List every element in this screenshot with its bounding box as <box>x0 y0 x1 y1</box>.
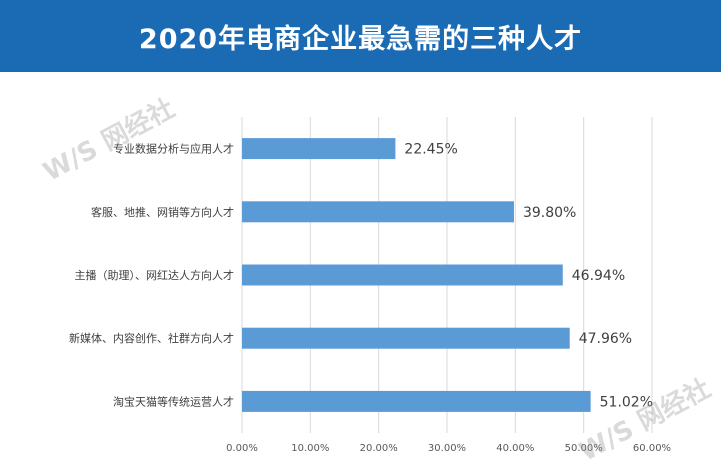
value-label: 47.96% <box>579 331 632 347</box>
bar <box>242 264 563 286</box>
x-tick-label: 0.00% <box>226 443 258 454</box>
category-label: 主播（助理）、网红达人方向人才 <box>75 268 235 282</box>
x-tick-label: 30.00% <box>428 443 466 454</box>
x-tick-label: 60.00% <box>633 443 671 454</box>
chart-title: 2020年电商企业最急需的三种人才 <box>138 23 583 55</box>
title-banner: 2020年电商企业最急需的三种人才 <box>0 0 721 72</box>
category-label: 淘宝天猫等传统运营人才 <box>113 394 234 408</box>
bar <box>242 390 591 412</box>
x-tick-label: 40.00% <box>496 443 534 454</box>
bar <box>242 327 570 349</box>
value-label: 46.94% <box>572 268 625 284</box>
category-label: 客服、地推、网销等方向人才 <box>91 205 234 219</box>
category-label: 新媒体、内容创作、社群方向人才 <box>69 331 234 345</box>
bar <box>242 201 514 223</box>
bar-chart: 0.00% 10.00% 20.00% 30.00% 40.00% 50.00% 60.00… <box>69 117 671 454</box>
x-tick-label: 10.00% <box>291 443 329 454</box>
x-tick-label: 50.00% <box>565 443 603 454</box>
value-label: 22.45% <box>404 142 457 158</box>
value-label: 39.80% <box>523 205 576 221</box>
chart-area: 0.00% 10.00% 20.00% 30.00% 40.00% 50.00% 60.00… <box>0 72 721 459</box>
category-label: 专业数据分析与应用人才 <box>113 142 234 156</box>
bar <box>242 138 396 160</box>
x-tick-label: 20.00% <box>360 443 398 454</box>
value-label: 51.02% <box>600 394 653 410</box>
